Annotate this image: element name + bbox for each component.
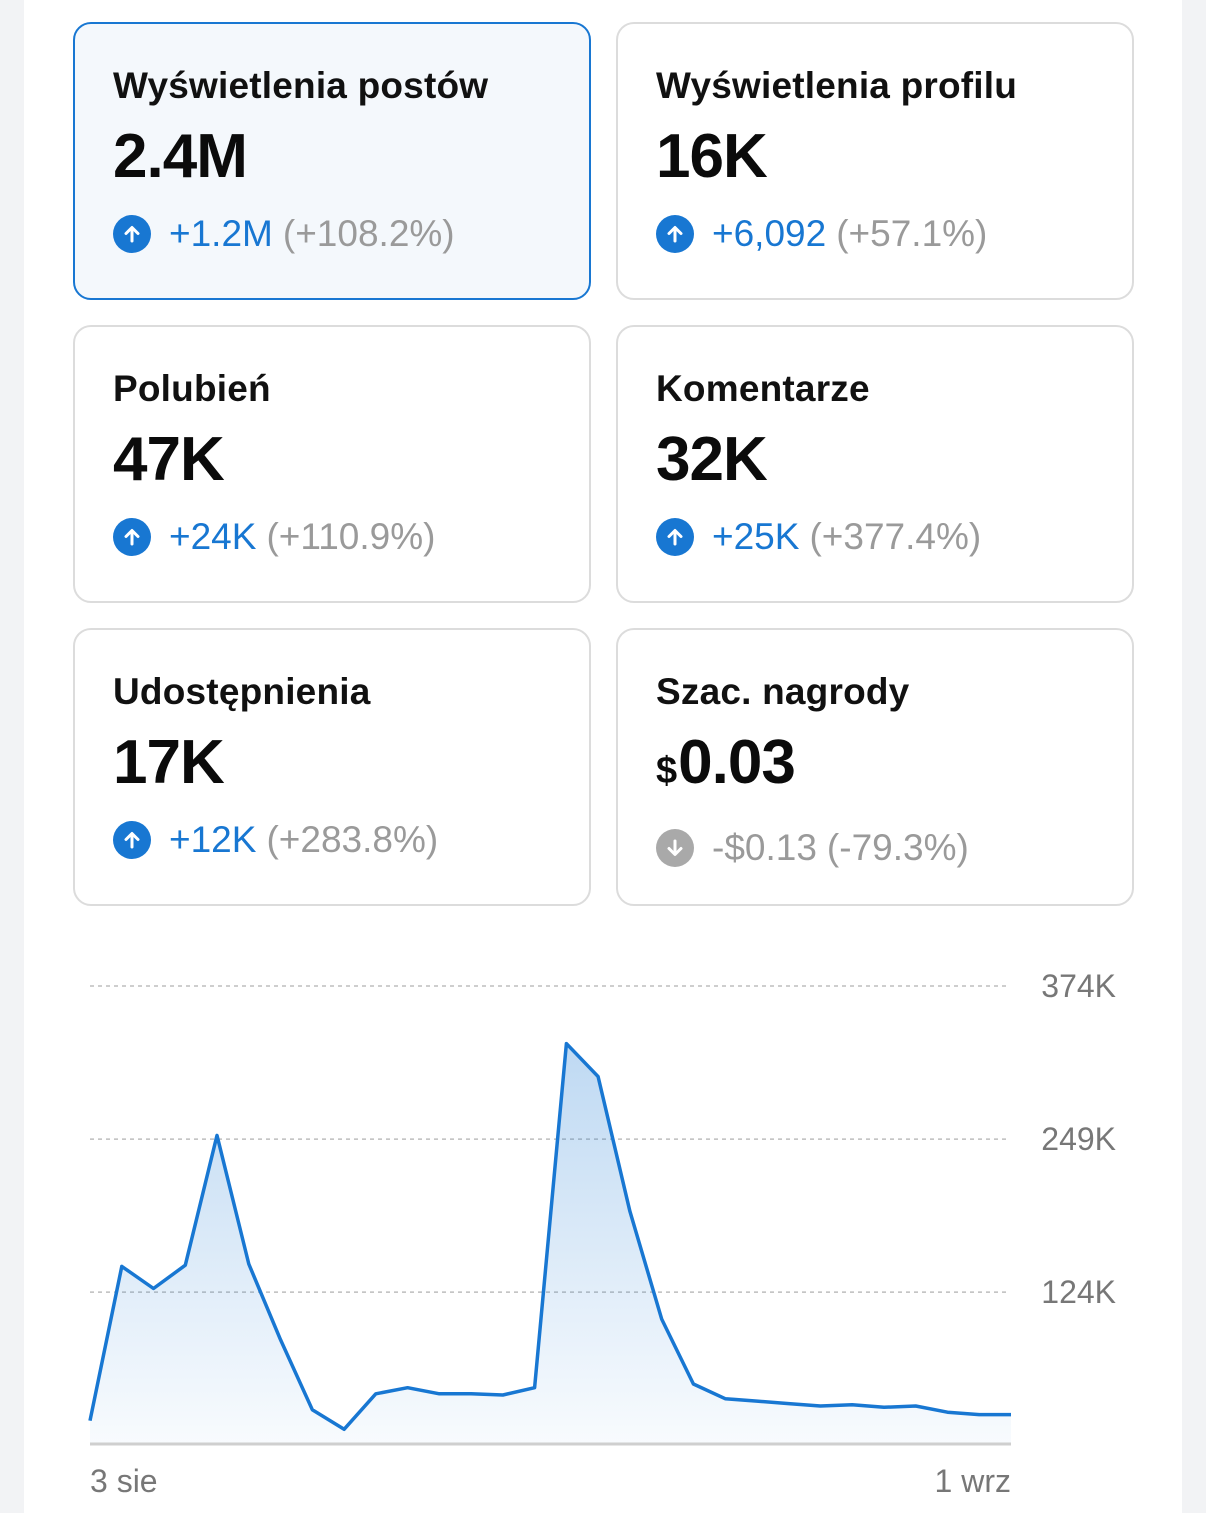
metric-title: Polubień bbox=[113, 368, 271, 409]
metric-change: +12K (+283.8%) bbox=[113, 818, 589, 862]
metric-value: 32K bbox=[656, 425, 1132, 495]
metric-title: Wyświetlenia profilu bbox=[656, 65, 1018, 106]
views-chart: 374K 249K 124K 3 sie 1 wrz bbox=[88, 968, 1116, 1499]
arrow-up-circle-icon bbox=[113, 518, 151, 556]
metric-value-number: 47K bbox=[113, 425, 225, 494]
arrow-up-circle-icon bbox=[656, 518, 694, 556]
arrow-up-circle-icon bbox=[113, 215, 151, 253]
chart-series-line bbox=[88, 1041, 1011, 1432]
metric-delta: +6,092 bbox=[712, 213, 827, 254]
metric-value-number: 17K bbox=[113, 728, 225, 797]
metric-value-number: 2.4M bbox=[113, 122, 248, 191]
metric-title: Komentarze bbox=[656, 368, 870, 409]
metric-value-number: 16K bbox=[656, 122, 768, 191]
metric-value-number: 0.03 bbox=[678, 728, 796, 797]
metric-delta: -$0.13 bbox=[712, 827, 817, 868]
metric-title: Szac. nagrody bbox=[656, 671, 910, 712]
currency-symbol: $ bbox=[656, 750, 677, 792]
metric-value-number: 32K bbox=[656, 425, 768, 494]
metric-change: +25K (+377.4%) bbox=[656, 515, 1132, 559]
metric-title: Udostępnienia bbox=[113, 671, 371, 712]
metric-change: +1.2M (+108.2%) bbox=[113, 212, 589, 256]
y-tick-label: 124K bbox=[1041, 1274, 1116, 1310]
metric-value: $0.03 bbox=[656, 728, 1132, 806]
metric-delta-percent: (+377.4%) bbox=[809, 516, 982, 557]
metric-change: -$0.13 (-79.3%) bbox=[656, 826, 1132, 870]
metric-delta-percent: (+110.9%) bbox=[266, 516, 436, 557]
metric-card[interactable]: Wyświetlenia profilu 16K +6,092 (+57.1%) bbox=[616, 22, 1134, 300]
metric-delta: +1.2M bbox=[169, 213, 273, 254]
x-tick-label: 3 sie bbox=[90, 1463, 158, 1499]
metric-card[interactable]: Szac. nagrody $0.03 -$0.13 (-79.3%) bbox=[616, 628, 1134, 906]
insights-panel: Wyświetlenia postów 2.4M +1.2M (+108.2%) Wyś… bbox=[24, 0, 1182, 1513]
metric-delta-percent: (+57.1%) bbox=[836, 213, 988, 254]
metric-change: +6,092 (+57.1%) bbox=[656, 212, 1132, 256]
metric-title: Wyświetlenia postów bbox=[113, 65, 489, 106]
metric-card[interactable]: Wyświetlenia postów 2.4M +1.2M (+108.2%) bbox=[73, 22, 591, 300]
arrow-up-circle-icon bbox=[656, 215, 694, 253]
metric-value: 47K bbox=[113, 425, 589, 495]
metric-delta-percent: (+108.2%) bbox=[282, 213, 455, 254]
metric-delta: +25K bbox=[712, 516, 800, 557]
metric-delta: +24K bbox=[169, 516, 257, 557]
metric-value: 17K bbox=[113, 728, 589, 798]
metric-value: 16K bbox=[656, 122, 1132, 192]
y-tick-label: 374K bbox=[1041, 968, 1116, 1004]
metric-change: +24K (+110.9%) bbox=[113, 515, 589, 559]
arrow-down-circle-icon bbox=[656, 829, 694, 867]
metric-delta-percent: (-79.3%) bbox=[826, 827, 969, 868]
metric-delta: +12K bbox=[169, 819, 257, 860]
metric-card[interactable]: Komentarze 32K +25K (+377.4%) bbox=[616, 325, 1134, 603]
metric-card[interactable]: Polubień 47K +24K (+110.9%) bbox=[73, 325, 591, 603]
x-tick-label: 1 wrz bbox=[935, 1463, 1011, 1499]
arrow-up-circle-icon bbox=[113, 821, 151, 859]
chart-area-fill bbox=[90, 1043, 1011, 1444]
metric-delta-percent: (+283.8%) bbox=[266, 819, 439, 860]
metric-card[interactable]: Udostępnienia 17K +12K (+283.8%) bbox=[73, 628, 591, 906]
metric-value: 2.4M bbox=[113, 122, 589, 192]
y-tick-label: 249K bbox=[1041, 1121, 1116, 1157]
